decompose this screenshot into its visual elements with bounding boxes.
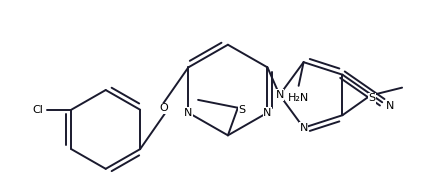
Text: Cl: Cl <box>32 105 43 115</box>
Text: S: S <box>238 105 245 115</box>
Text: N: N <box>275 90 283 100</box>
Text: N: N <box>385 101 394 111</box>
Text: N: N <box>184 108 192 118</box>
Text: O: O <box>159 103 168 113</box>
Text: N: N <box>263 108 271 118</box>
Text: H₂N: H₂N <box>287 93 308 103</box>
Text: N: N <box>299 123 307 133</box>
Text: S: S <box>368 93 375 103</box>
